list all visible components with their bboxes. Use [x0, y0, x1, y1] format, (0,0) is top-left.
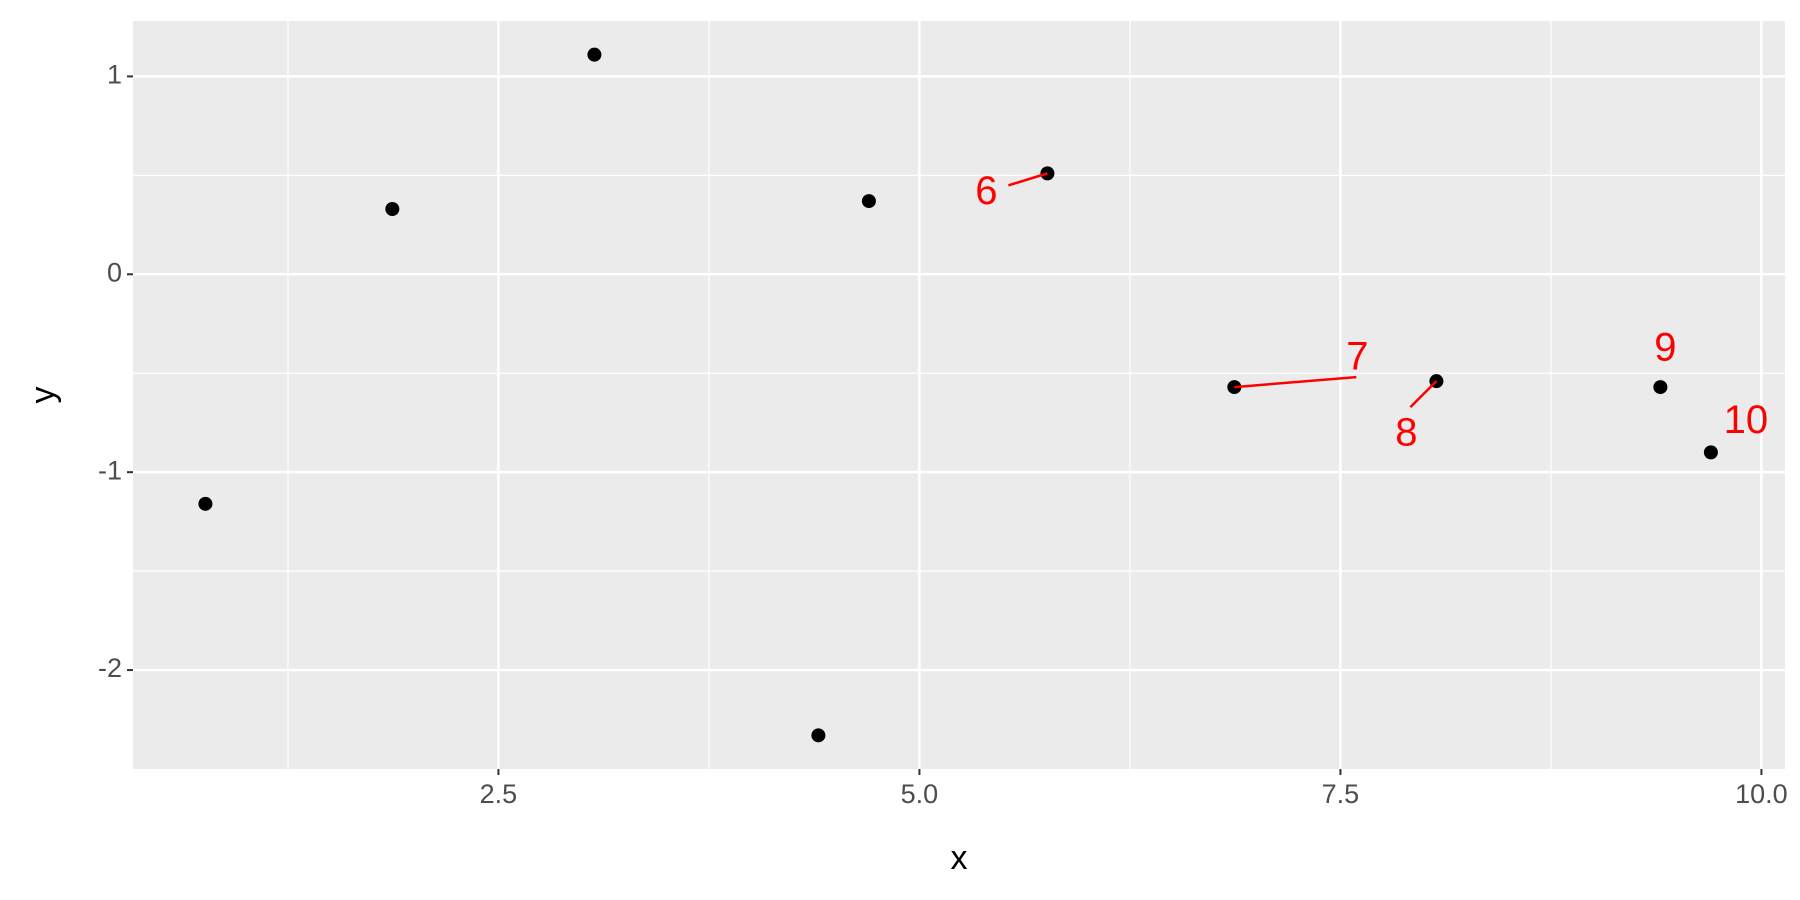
y-tick-label: 1 — [107, 60, 122, 90]
point — [587, 47, 602, 62]
point — [1703, 445, 1718, 460]
y-tick-label: 0 — [107, 257, 122, 287]
x-tick-label: 7.5 — [1322, 779, 1360, 809]
y-axis-title: y — [24, 387, 62, 404]
point — [861, 194, 876, 209]
point — [811, 728, 826, 743]
point-label: 7 — [1346, 335, 1368, 379]
panel — [133, 21, 1785, 769]
x-tick-label: 2.5 — [480, 779, 518, 809]
label-connector — [1409, 380, 1438, 409]
point — [198, 496, 213, 511]
point-label: 6 — [975, 169, 997, 213]
x-tick-label: 5.0 — [901, 779, 939, 809]
x-axis-title: x — [951, 839, 968, 877]
point-label: 8 — [1395, 411, 1417, 455]
y-tick-label: -2 — [98, 653, 122, 683]
point — [1653, 380, 1668, 395]
y-tick-label: -1 — [98, 455, 122, 485]
label-connector — [1234, 375, 1357, 389]
point-label: 9 — [1654, 326, 1676, 370]
label-connector — [1008, 172, 1048, 187]
point-label: 10 — [1724, 398, 1769, 442]
point — [385, 201, 400, 216]
x-tick-label: 10.0 — [1735, 779, 1788, 809]
